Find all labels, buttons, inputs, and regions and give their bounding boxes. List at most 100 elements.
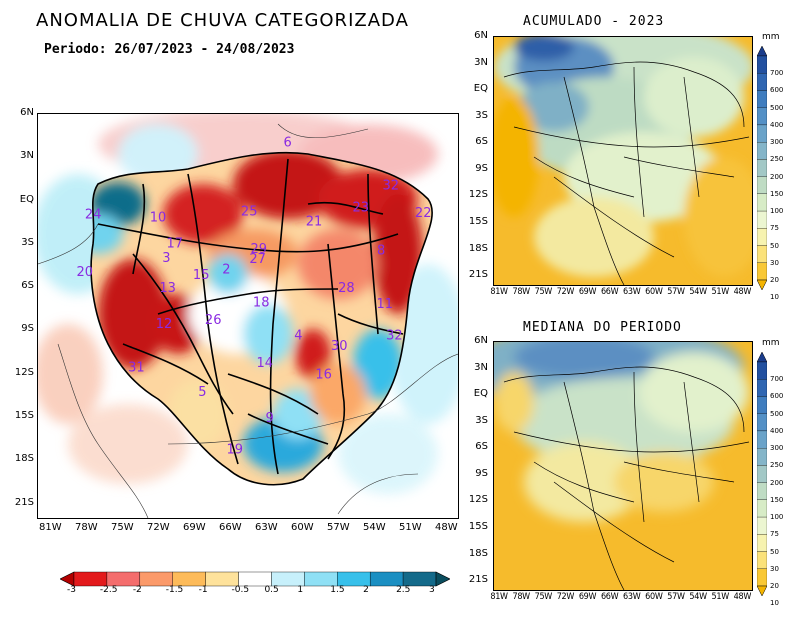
country-borders xyxy=(38,123,458,518)
colorbar-swatch xyxy=(757,361,767,380)
basin-label: 24 xyxy=(85,208,102,223)
colorbar-lower-extension xyxy=(757,585,767,596)
colorbar-tick-label: 150 xyxy=(770,189,784,198)
colorbar-tick-label: 1.5 xyxy=(330,585,345,595)
basin-label: 12 xyxy=(156,317,173,332)
basin-label: 19 xyxy=(227,443,244,458)
colorbar-swatch xyxy=(757,396,767,414)
basin-label: 10 xyxy=(150,210,167,225)
colorbar-swatch xyxy=(757,245,767,263)
accumulated-colorbar xyxy=(757,46,767,290)
colorbar-tick-label: 10 xyxy=(770,293,779,302)
lat-tick-label: 15S xyxy=(14,410,34,421)
basin-label: 28 xyxy=(338,281,355,296)
lon-tick-label: 60W xyxy=(291,522,314,533)
anomaly-map: 6 32 23 24 10 25 21 22 17 29 27 3 8 20 2 15 28 13 18 11 26 12… xyxy=(37,113,459,519)
colorbar-upper-extension xyxy=(757,46,767,57)
colorbar-swatch xyxy=(757,516,767,535)
lon-tick-label: 75W xyxy=(534,592,553,602)
basin-label: 20 xyxy=(77,265,94,280)
colorbar-swatch xyxy=(757,193,767,212)
colorbar-tick-label: 600 xyxy=(770,392,784,401)
colorbar-swatch xyxy=(238,571,272,587)
colorbar-tick-label: 1 xyxy=(297,585,304,595)
lon-tick-label: 63W xyxy=(255,522,278,533)
accumulated-map-svg xyxy=(494,37,752,285)
lon-tick-label: 63W xyxy=(623,592,641,602)
lon-tick-label: 57W xyxy=(667,287,685,297)
lon-tick-label: 48W xyxy=(733,592,752,602)
lat-tick-label: 12S xyxy=(468,189,488,201)
colorbar-swatch xyxy=(337,571,371,587)
colorbar-tick-label: -0.5 xyxy=(231,585,250,595)
lat-tick-label: 18S xyxy=(468,242,488,254)
lat-tick-label: 6N xyxy=(20,107,34,118)
lat-tick-label: 9S xyxy=(475,162,488,174)
colorbar-swatch xyxy=(139,571,173,587)
median-unit: mm xyxy=(762,338,780,348)
colorbar-tick-label: 2 xyxy=(363,585,369,595)
colorbar-swatch xyxy=(757,499,767,518)
colorbar-tick-label: 20 xyxy=(770,276,779,284)
basin-label: 5 xyxy=(198,385,206,400)
basin-label: 18 xyxy=(253,296,270,311)
colorbar-swatch xyxy=(757,534,767,552)
lon-tick-label: 51W xyxy=(711,287,730,297)
basin-label: 16 xyxy=(315,368,332,383)
accumulated-title: ACUMULADO - 2023 xyxy=(523,14,665,29)
colorbar-tick-label: -1 xyxy=(198,585,208,595)
colorbar-tick-label: 2.5 xyxy=(396,585,411,595)
colorbar-tick-label: 700 xyxy=(770,375,784,384)
lon-tick-label: 69W xyxy=(578,592,597,602)
lat-tick-label: 3N xyxy=(474,56,488,68)
lon-tick-label: 54W xyxy=(689,592,707,602)
colorbar-swatch xyxy=(757,107,767,126)
colorbar-swatch xyxy=(757,210,767,229)
basin-label: 15 xyxy=(193,268,210,283)
lon-tick-label: 81W xyxy=(39,522,62,533)
lat-tick-label: 9S xyxy=(21,323,34,335)
lat-tick-label: 6S xyxy=(21,280,34,292)
lon-tick-label: 75W xyxy=(534,287,553,297)
lon-tick-label: 54W xyxy=(689,287,707,297)
basin-label: 17 xyxy=(167,236,184,251)
colorbar-swatch xyxy=(304,571,338,587)
lat-tick-label: 18S xyxy=(14,453,34,465)
colorbar-swatch xyxy=(369,571,404,587)
lat-tick-label: 21S xyxy=(468,269,488,281)
colorbar-tick-label: 50 xyxy=(770,547,779,556)
lat-tick-label: 21S xyxy=(468,574,488,586)
colorbar-upper-extension xyxy=(435,571,450,587)
lon-tick-label: 81W xyxy=(490,592,508,602)
colorbar-tick-label: -2 xyxy=(132,585,142,595)
basin-label: 21 xyxy=(306,215,323,230)
colorbar-tick-label: 150 xyxy=(770,495,784,504)
main-title: ANOMALIA DE CHUVA CATEGORIZADA xyxy=(36,10,409,31)
lon-tick-label: 48W xyxy=(733,287,752,297)
lon-tick-label: 48W xyxy=(435,522,458,533)
lat-tick-label: 6N xyxy=(474,30,488,41)
basin-label: 27 xyxy=(249,252,266,267)
lon-tick-label: 66W xyxy=(600,287,619,297)
basin-label: 29 xyxy=(251,242,268,257)
basin-label: 3 xyxy=(162,251,170,266)
basin-label: 13 xyxy=(159,281,176,296)
colorbar-tick-label: -3 xyxy=(67,585,76,595)
colorbar-swatch xyxy=(757,482,767,500)
lat-tick-label: 18S xyxy=(468,547,488,559)
lat-tick-label: 21S xyxy=(14,496,34,508)
lon-tick-label: 57W xyxy=(667,592,685,602)
lon-tick-label: 75W xyxy=(111,522,134,533)
basin-label: 30 xyxy=(331,339,348,354)
colorbar-tick-label: 200 xyxy=(770,172,784,181)
lon-tick-label: 60W xyxy=(645,592,663,602)
colorbar-swatch xyxy=(271,571,305,587)
basin-label: 14 xyxy=(257,356,274,371)
colorbar-tick-label: -2.5 xyxy=(99,585,118,595)
lat-tick-label: 6N xyxy=(474,335,488,346)
median-map-svg xyxy=(494,342,752,590)
basin-label: 11 xyxy=(377,297,394,312)
colorbar-tick-label: 100 xyxy=(770,207,784,216)
